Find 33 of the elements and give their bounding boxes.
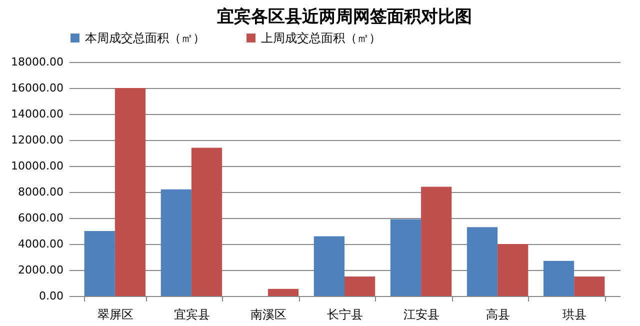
- bar: [498, 244, 528, 296]
- x-tick-label: 江安县: [404, 308, 440, 322]
- x-tick-label: 长宁县: [327, 308, 363, 322]
- bar: [160, 189, 192, 296]
- legend-label: 上周成交总面积（㎡）: [261, 31, 381, 45]
- y-tick-label: 16000.00: [11, 82, 64, 94]
- y-tick-label: 18000.00: [11, 56, 64, 68]
- y-tick-label: 0.00: [39, 290, 64, 302]
- bar: [543, 260, 574, 296]
- bar: [574, 276, 605, 296]
- x-tick-label: 南溪区: [250, 308, 286, 322]
- bar: [114, 88, 146, 296]
- y-tick-label: 8000.00: [18, 186, 64, 198]
- bar: [466, 227, 498, 296]
- bar: [191, 148, 222, 296]
- bar: [421, 186, 452, 296]
- bar: [268, 288, 299, 296]
- y-tick-label: 12000.00: [11, 134, 64, 146]
- y-tick-label: 2000.00: [18, 264, 64, 276]
- bar: [344, 276, 376, 296]
- y-tick-label: 14000.00: [11, 108, 64, 120]
- x-tick-label: 高县: [486, 308, 510, 322]
- y-tick-label: 4000.00: [18, 238, 64, 250]
- x-tick-label: 宜宾县: [174, 308, 210, 322]
- legend-label: 本周成交总面积（㎡）: [85, 31, 205, 45]
- bar: [314, 236, 344, 296]
- bar: [84, 231, 115, 296]
- bar: [390, 219, 422, 296]
- y-tick-label: 6000.00: [18, 212, 64, 224]
- y-tick-label: 10000.00: [11, 160, 64, 172]
- x-tick-label: 翠屏区: [97, 308, 134, 322]
- x-tick-label: 珙县: [562, 308, 587, 322]
- chart-title: 宜宾各区县近两周网签面积对比图: [217, 7, 472, 27]
